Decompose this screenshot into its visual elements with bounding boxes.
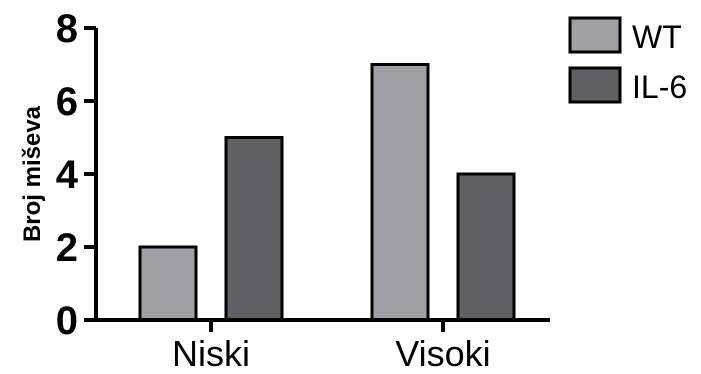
y-tick-label: 4: [56, 153, 79, 197]
legend-label-il-6: IL-6: [632, 69, 687, 105]
legend-swatch-il-6: [568, 66, 622, 104]
x-category-label: Visoki: [395, 333, 490, 374]
legend-swatch-wt: [568, 16, 622, 54]
legend-label-wt: WT: [632, 19, 682, 55]
y-axis-title: Broj miševa: [19, 105, 46, 242]
y-tick-label: 2: [56, 226, 78, 270]
x-labels-group: Niski Visoki: [172, 320, 491, 374]
legend: WT IL-6: [568, 16, 687, 105]
bar-il-6-niski: [224, 136, 284, 322]
bars-group: [138, 63, 516, 322]
x-category-label: Niski: [172, 333, 250, 374]
y-tick-label: 0: [56, 299, 78, 343]
bar-wt-niski: [138, 245, 198, 322]
y-tick-label: 8: [56, 7, 78, 51]
bar-wt-visoki: [370, 63, 430, 322]
y-ticks-group: 0 2 4 6 8: [56, 7, 96, 343]
bar-il-6-visoki: [456, 172, 516, 322]
y-tick-label: 6: [56, 80, 78, 124]
